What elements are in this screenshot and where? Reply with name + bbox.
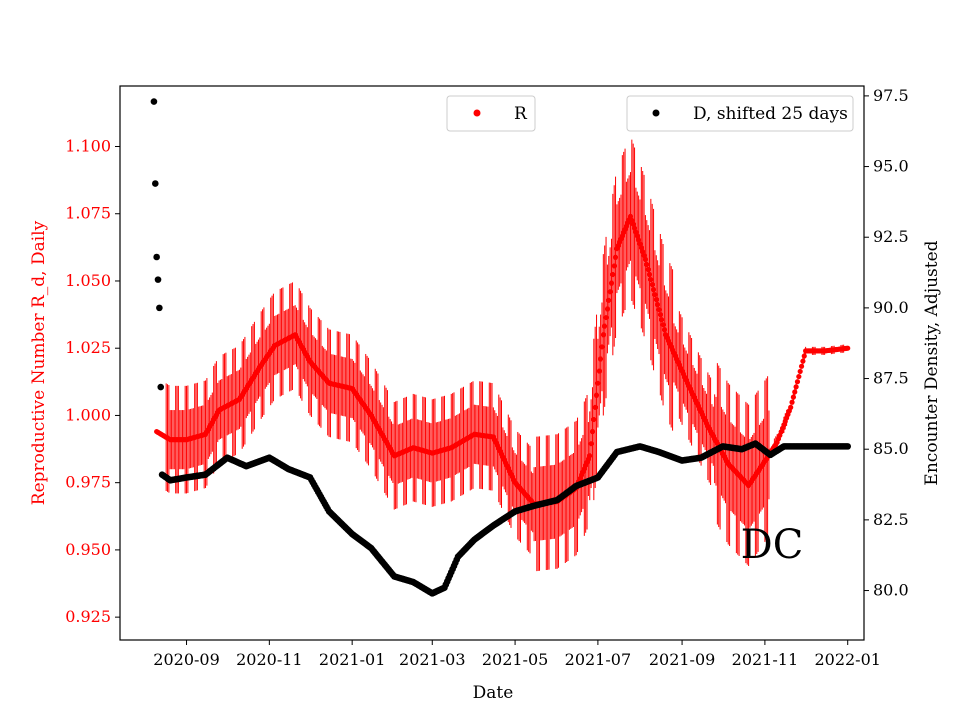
x-tick-label: 2021-01 [319,650,385,669]
x-tick-label: 2020-09 [153,650,219,669]
y-left-tick-label: 0.925 [65,607,111,626]
x-tick-label: 2021-11 [732,650,798,669]
y-right-tick-label: 95.0 [873,157,909,176]
legend-r-box [446,95,536,132]
r-point [794,379,801,385]
x-axis-label: Date [473,683,514,703]
x-tick-label: 2021-05 [482,650,548,669]
x-tick-label: 2021-07 [565,650,631,669]
d-point [157,383,165,391]
legend-r-label: R [514,104,528,124]
y-left-tick-label: 1.100 [65,137,111,156]
legend-d-marker [652,109,660,117]
x-tick-label: 2020-11 [236,650,302,669]
d-point [150,98,158,105]
r-point [845,345,851,351]
plot-marks [150,98,852,597]
y-left-tick-label: 1.050 [65,271,111,290]
d-point [153,253,160,261]
r-point [796,373,802,380]
y-right-tick-label: 92.5 [873,227,909,246]
x-tick-label: 2021-09 [649,650,715,669]
legend-d-box [626,95,854,132]
d-point [151,180,159,187]
r-point [793,384,799,390]
y-axis-right-label: Encounter Density, Adjusted [922,240,942,485]
legend-r: R [446,95,536,132]
legend-d: D, shifted 25 days [626,95,854,132]
x-tick-label: 2021-03 [399,650,465,669]
d-point [844,443,852,450]
y-right-tick-label: 87.5 [873,369,909,388]
y-right-tick-label: 82.5 [873,510,909,529]
legend-r-marker [473,109,481,117]
axes-layer: 2020-09 2020-11 2021-01 2021-03 2021-05 2021-… [65,86,908,669]
legend-d-label: D, shifted 25 days [693,104,848,124]
y-left-tick-label: 1.075 [65,204,111,223]
y-right-tick-label: 90.0 [873,298,909,317]
y-left-tick-label: 0.975 [65,473,111,492]
d-point [154,276,162,283]
y-left-tick-label: 1.025 [65,338,111,357]
r-point [797,368,803,375]
r-point [788,404,794,410]
x-tick-label: 2022-01 [814,650,880,669]
y-right-tick-label: 97.5 [873,86,909,105]
y-right-tick-label: 85.0 [873,439,909,458]
d-point [156,304,163,312]
annotation-dc: DC [741,522,804,568]
y-left-tick-label: 1.000 [65,405,111,424]
y-axis-left-label: Reproductive Number R_d, Daily [29,220,49,505]
y-left-tick-label: 0.950 [65,540,111,559]
plot-frame [119,85,865,641]
y-right-tick-label: 80.0 [873,581,909,600]
